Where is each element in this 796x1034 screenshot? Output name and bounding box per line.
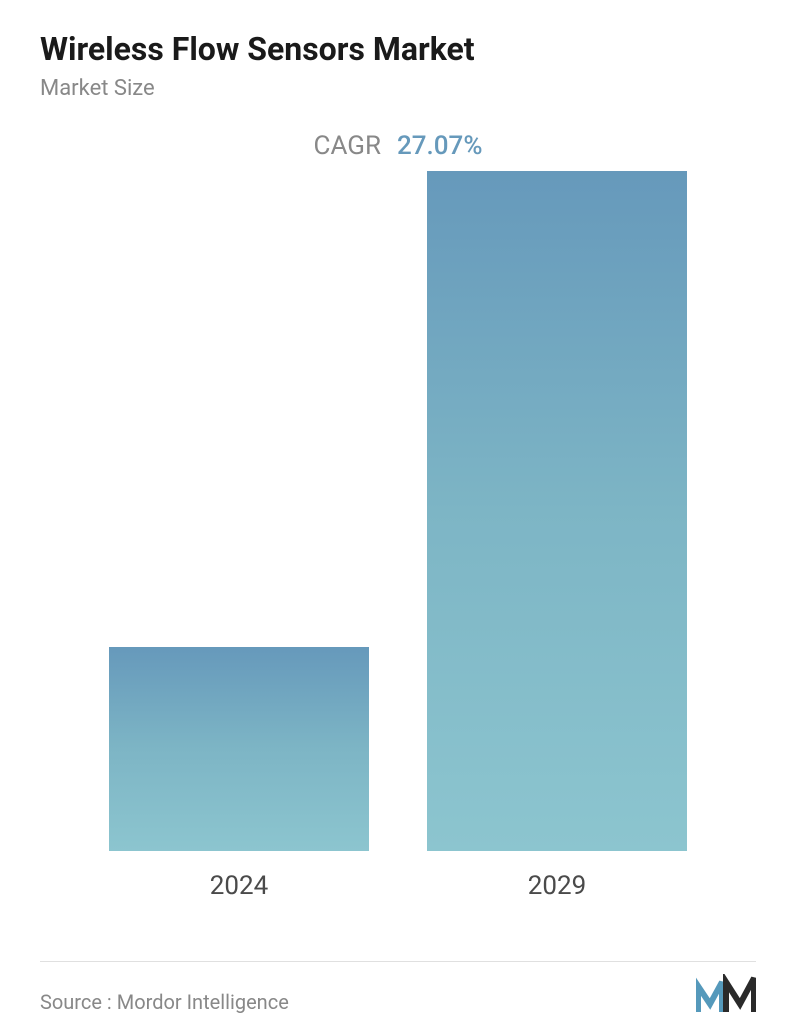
- bar-label-2029: 2029: [528, 871, 586, 901]
- chart-title: Wireless Flow Sensors Market: [40, 30, 756, 68]
- mordor-logo-icon: [696, 974, 756, 1014]
- bar-chart: 2024 2029: [40, 181, 756, 901]
- cagr-label: CAGR: [314, 131, 381, 161]
- chart-subtitle: Market Size: [40, 76, 756, 101]
- bar-label-2024: 2024: [210, 871, 268, 901]
- cagr-row: CAGR 27.07%: [40, 131, 756, 161]
- bar-2024: [109, 647, 369, 851]
- footer: Source : Mordor Intelligence: [40, 961, 756, 1014]
- bar-2029: [427, 171, 687, 851]
- bar-group-2024: 2024: [109, 647, 369, 901]
- cagr-value: 27.07%: [397, 131, 482, 161]
- bar-group-2029: 2029: [427, 171, 687, 901]
- source-text: Source : Mordor Intelligence: [40, 990, 289, 1014]
